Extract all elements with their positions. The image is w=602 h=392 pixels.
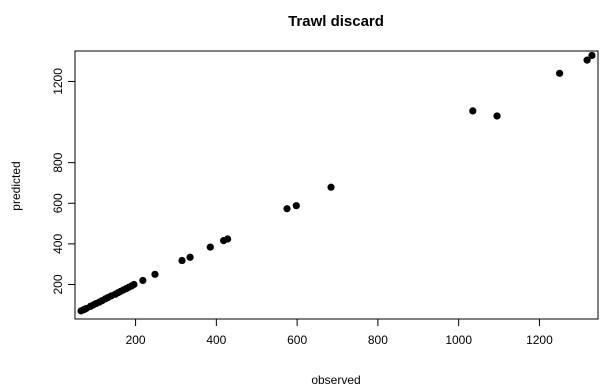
data-points [77,51,596,315]
x-tick-label: 800 [368,333,388,347]
y-tick-label: 800 [51,152,65,172]
y-tick-label: 200 [51,274,65,294]
data-point [327,183,335,191]
x-tick-label: 200 [126,333,146,347]
x-tick-label: 1000 [445,333,472,347]
data-point [178,256,186,265]
data-point [493,112,501,120]
y-tick-label: 1200 [51,68,65,95]
data-point [283,205,291,213]
y-tick-label: 600 [51,193,65,213]
x-tick-label: 400 [206,333,226,347]
data-point [206,243,214,251]
x-axis-label: observed [311,373,360,387]
y-axis: 200 400 600 800 1200 [51,68,76,295]
data-point [224,235,232,243]
plot-frame [74,50,599,320]
x-tick-label: 1200 [526,333,553,347]
x-tick-label: 600 [287,333,307,347]
data-point [556,69,564,77]
chart-title: Trawl discard [288,13,384,30]
data-point [186,253,194,261]
data-point [292,202,300,210]
y-tick-label: 400 [51,234,65,254]
x-axis: 200 400 600 800 1000 1200 [126,318,553,347]
data-point [130,280,138,289]
data-point [139,276,147,285]
data-point [151,270,159,278]
y-axis-label: predicted [9,161,23,210]
data-point [583,56,591,64]
data-point [469,107,477,115]
data-point [588,51,596,60]
